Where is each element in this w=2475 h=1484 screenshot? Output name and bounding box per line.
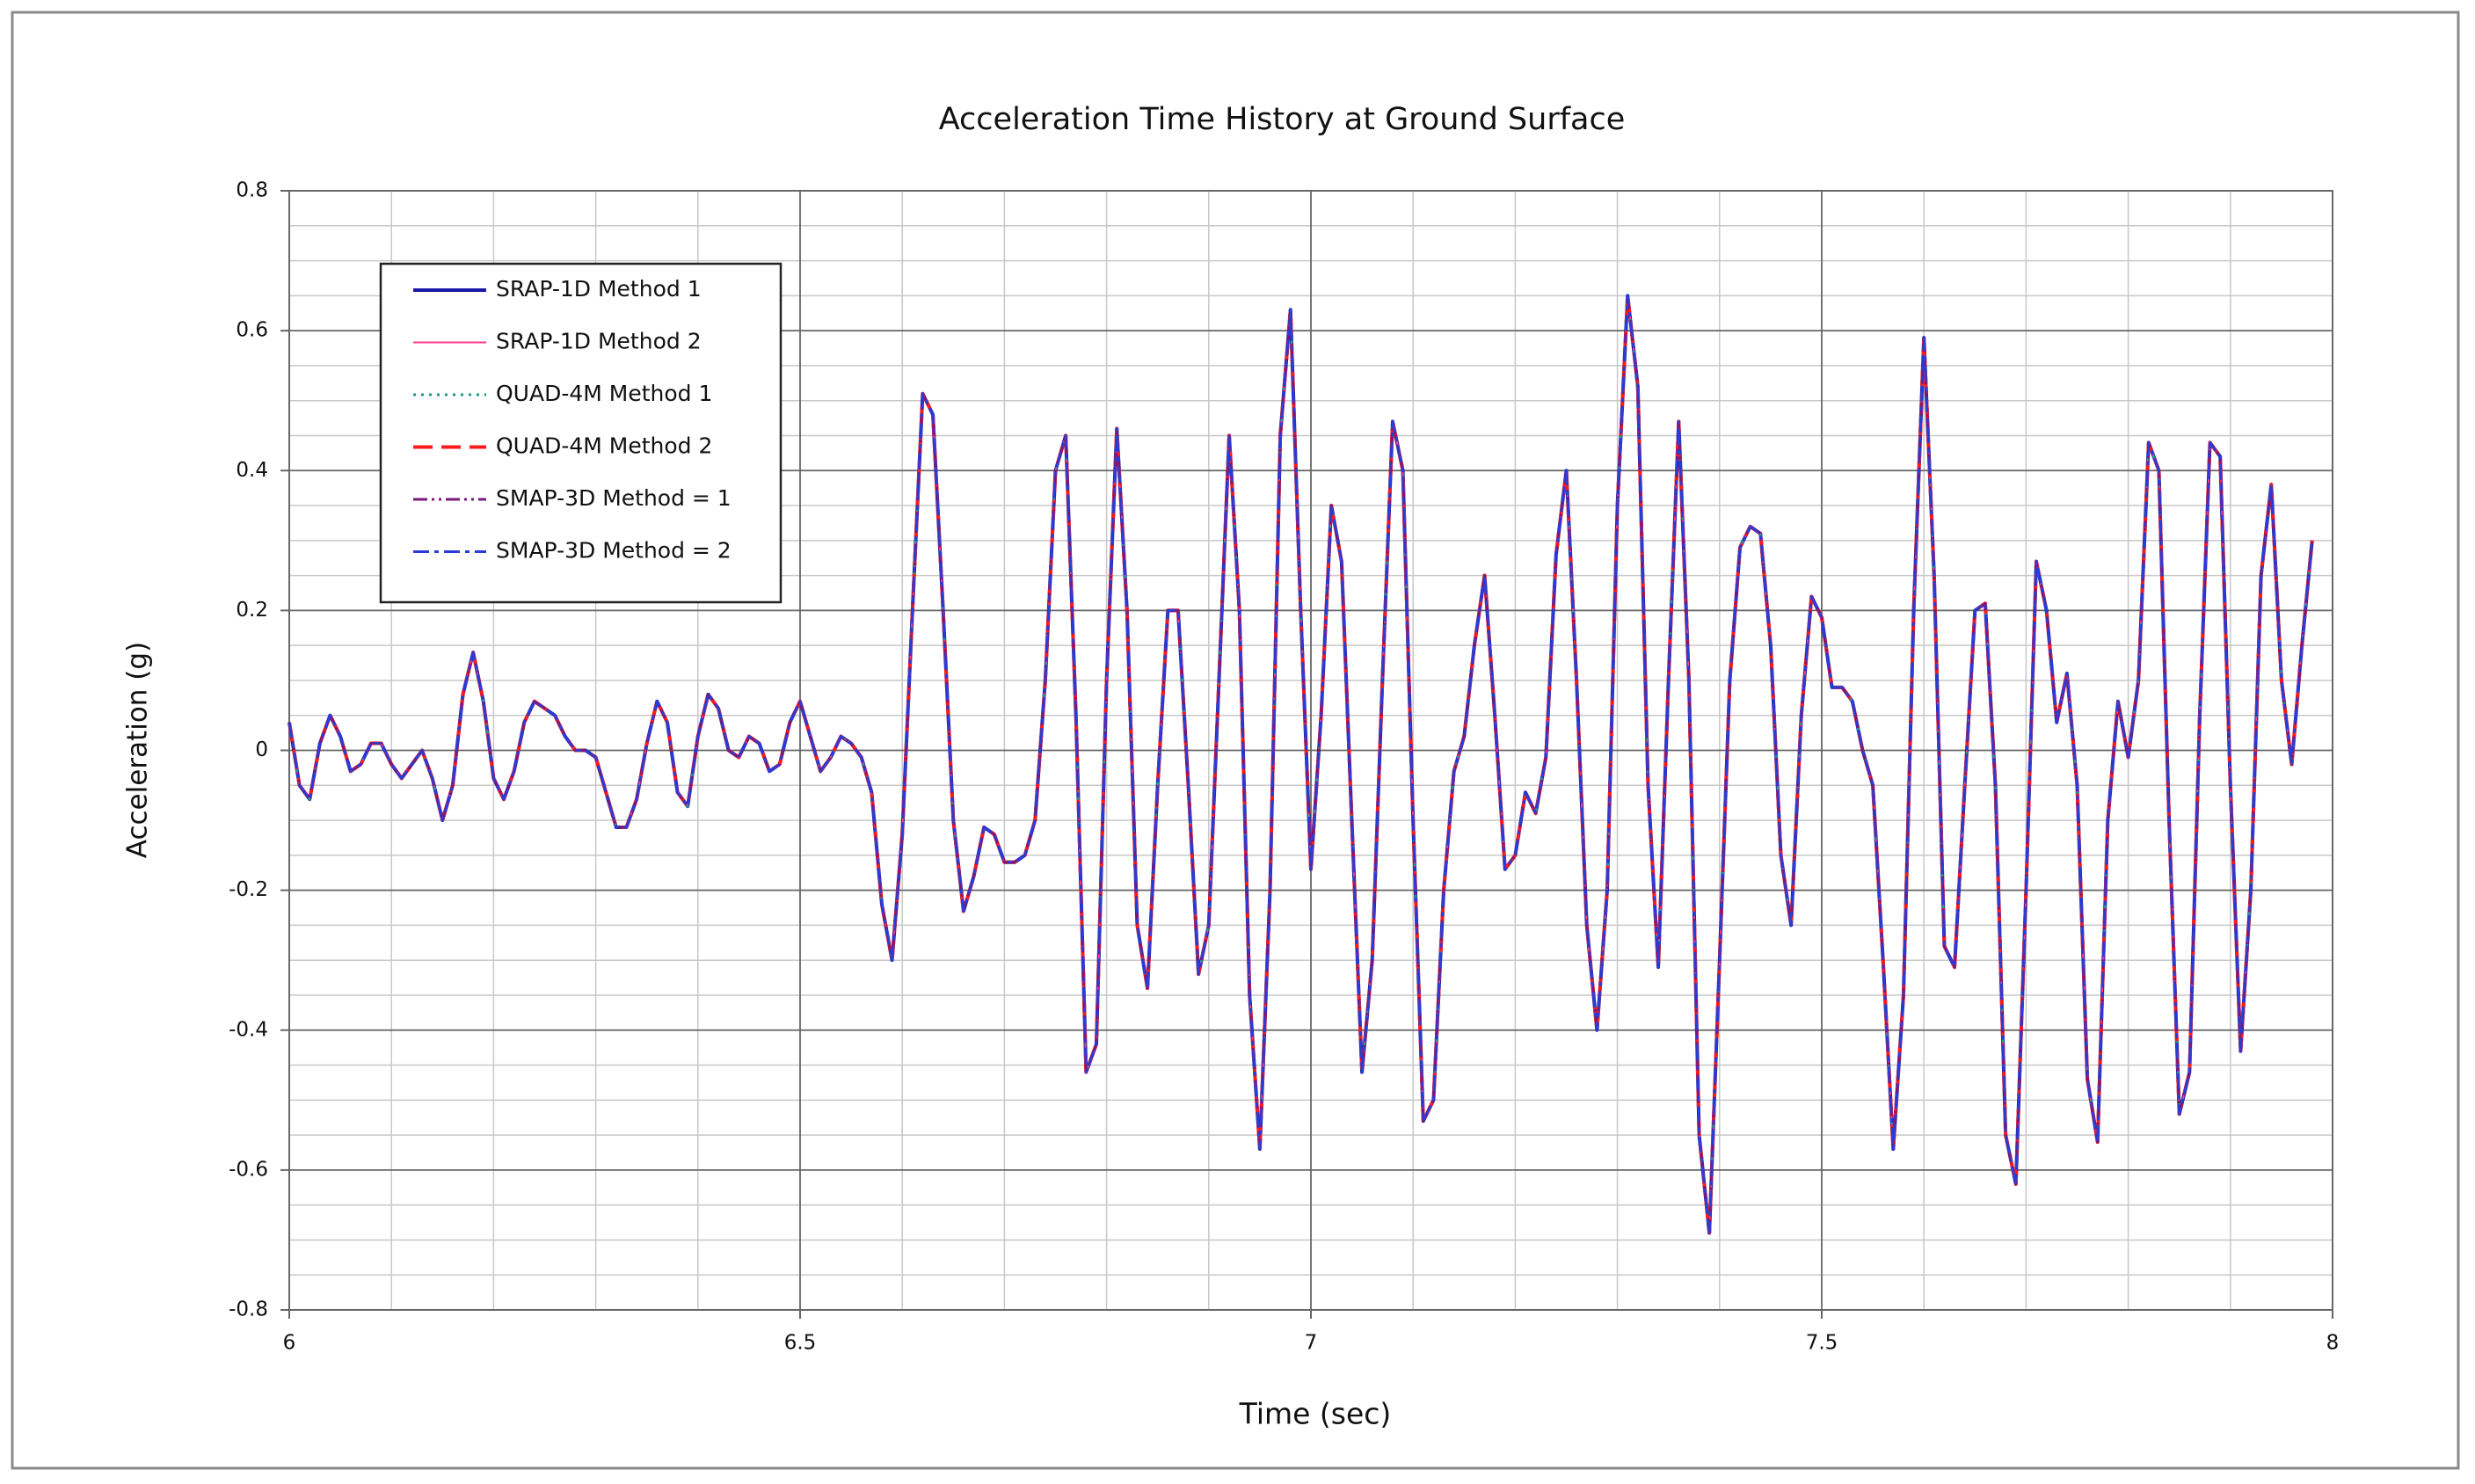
legend-label: SMAP-3D Method = 1 — [496, 485, 732, 511]
y-axis-title: Acceleration (g) — [122, 642, 154, 858]
y-tick-label: 0.6 — [236, 319, 268, 342]
x-axis-title: Time (sec) — [1239, 1397, 1392, 1431]
plot-lines — [288, 294, 2314, 1235]
series-line — [288, 294, 2314, 1234]
y-tick-label: 0.8 — [236, 179, 268, 202]
legend-label: SRAP-1D Method 2 — [496, 329, 702, 354]
legend-box — [379, 262, 783, 604]
legend-label: SRAP-1D Method 1 — [496, 276, 702, 302]
y-tick-label: -0.6 — [229, 1158, 268, 1181]
y-tick-label: -0.4 — [229, 1018, 268, 1041]
legend-label: SMAP-3D Method = 2 — [496, 538, 732, 564]
x-tick-label: 7 — [1305, 1332, 1318, 1355]
legend-label: QUAD-4M Method 2 — [496, 433, 712, 459]
y-tick-label: 0 — [255, 738, 268, 761]
x-tick-label: 7.5 — [1806, 1332, 1838, 1355]
legend: SRAP-1D Method 1 SRAP-1D Method 2 QUAD-4M … — [379, 262, 783, 604]
chart-title: Acceleration Time History at Ground Surf… — [939, 102, 1626, 137]
x-tick-label: 6.5 — [784, 1332, 817, 1355]
x-tick-label: 6 — [283, 1332, 296, 1355]
x-tick-label: 8 — [2326, 1332, 2340, 1355]
y-tick-label: 0.2 — [236, 599, 268, 622]
legend-label: QUAD-4M Method 1 — [496, 381, 712, 406]
y-tick-label: 0.4 — [236, 459, 268, 482]
y-tick-label: -0.8 — [229, 1298, 268, 1321]
y-tick-label: -0.2 — [229, 878, 268, 901]
